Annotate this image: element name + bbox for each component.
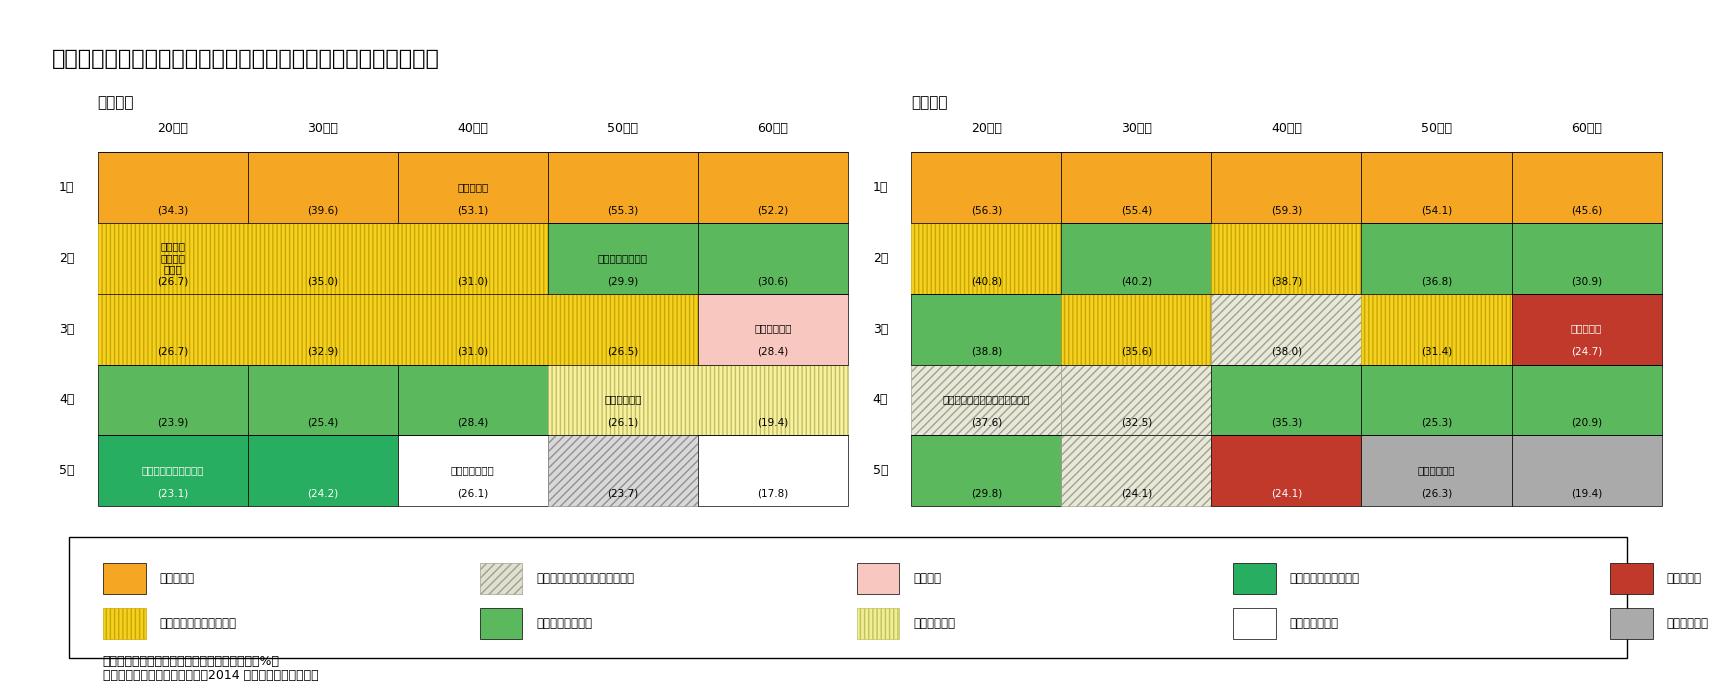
Text: (26.3): (26.3) bbox=[1420, 488, 1453, 498]
Text: 2位: 2位 bbox=[60, 252, 74, 265]
Text: いつも疲れている・体がだるい: いつも疲れている・体がだるい bbox=[942, 394, 1030, 404]
Text: (35.3): (35.3) bbox=[1271, 417, 1302, 428]
Text: (31.4): (31.4) bbox=[1420, 346, 1453, 357]
Text: (55.4): (55.4) bbox=[1120, 205, 1153, 216]
Text: (31.0): (31.0) bbox=[457, 276, 488, 286]
Text: (32.5): (32.5) bbox=[1120, 417, 1153, 428]
Text: 20歳代: 20歳代 bbox=[971, 122, 1002, 135]
Text: 4位: 4位 bbox=[60, 394, 74, 406]
Text: (40.8): (40.8) bbox=[971, 276, 1002, 286]
Text: (29.9): (29.9) bbox=[606, 276, 639, 286]
Text: 太りやすい: 太りやすい bbox=[1667, 572, 1701, 585]
Text: (35.6): (35.6) bbox=[1120, 346, 1153, 357]
Text: (26.7): (26.7) bbox=[158, 276, 188, 286]
Text: (17.8): (17.8) bbox=[757, 488, 788, 498]
Text: (37.6): (37.6) bbox=[971, 417, 1002, 428]
Text: （資料）ニッセイ基礎研究所「2014 年健康に関する調査」: （資料）ニッセイ基礎研究所「2014 年健康に関する調査」 bbox=[103, 669, 319, 682]
Text: 体力に自信がない: 体力に自信がない bbox=[536, 617, 593, 630]
Text: (56.3): (56.3) bbox=[971, 205, 1002, 216]
Text: (24.1): (24.1) bbox=[1120, 488, 1153, 498]
Text: 飲酒する: 飲酒する bbox=[913, 572, 940, 585]
Text: 運動不足だ: 運動不足だ bbox=[457, 182, 488, 192]
Text: 50歳代: 50歳代 bbox=[1422, 122, 1453, 135]
Text: (26.1): (26.1) bbox=[457, 488, 488, 498]
Text: ストレス
がたまっ
ている: ストレス がたまっ ている bbox=[161, 241, 185, 274]
Text: (24.1): (24.1) bbox=[1271, 488, 1302, 498]
Text: (25.3): (25.3) bbox=[1420, 417, 1453, 428]
Text: 【男性】: 【男性】 bbox=[98, 96, 134, 110]
Text: (19.4): (19.4) bbox=[757, 417, 788, 428]
Text: 60歳代: 60歳代 bbox=[757, 122, 788, 135]
Text: 1位: 1位 bbox=[874, 182, 887, 194]
Text: (28.4): (28.4) bbox=[457, 417, 488, 428]
Text: (35.0): (35.0) bbox=[307, 276, 337, 286]
Text: (20.9): (20.9) bbox=[1571, 417, 1602, 428]
Text: (38.0): (38.0) bbox=[1271, 346, 1302, 357]
Text: 40歳代: 40歳代 bbox=[457, 122, 488, 135]
Text: 1位: 1位 bbox=[60, 182, 74, 194]
Text: 5位: 5位 bbox=[872, 464, 889, 477]
Text: ストレスがたまっている: ストレスがたまっている bbox=[159, 617, 236, 630]
Text: (38.8): (38.8) bbox=[971, 346, 1002, 357]
Text: 睡眠時間が短い: 睡眠時間が短い bbox=[1290, 617, 1340, 630]
Text: (23.1): (23.1) bbox=[158, 488, 188, 498]
Text: (23.9): (23.9) bbox=[158, 417, 188, 428]
Text: 寝つき・目覚めが悪い: 寝つき・目覚めが悪い bbox=[1290, 572, 1360, 585]
Text: 2位: 2位 bbox=[874, 252, 887, 265]
Text: タバコをすう: タバコをすう bbox=[913, 617, 956, 630]
Text: (45.6): (45.6) bbox=[1571, 205, 1602, 216]
Text: 4位: 4位 bbox=[874, 394, 887, 406]
Text: 60歳代: 60歳代 bbox=[1571, 122, 1602, 135]
Text: (30.9): (30.9) bbox=[1571, 276, 1602, 286]
Text: (24.7): (24.7) bbox=[1571, 346, 1602, 357]
Text: (36.8): (36.8) bbox=[1420, 276, 1453, 286]
Text: (54.1): (54.1) bbox=[1420, 205, 1453, 216]
Text: 【女性】: 【女性】 bbox=[911, 96, 947, 110]
Text: (29.8): (29.8) bbox=[971, 488, 1002, 498]
Text: 体力に自信がない: 体力に自信がない bbox=[598, 253, 648, 263]
Text: (26.7): (26.7) bbox=[158, 346, 188, 357]
Text: (38.7): (38.7) bbox=[1271, 276, 1302, 286]
Text: (55.3): (55.3) bbox=[606, 205, 639, 216]
Text: 図表１　日ごろの体調や生活習慣に関して課題と感じていること: 図表１ 日ごろの体調や生活習慣に関して課題と感じていること bbox=[51, 49, 439, 69]
Text: (19.4): (19.4) bbox=[1571, 488, 1602, 498]
Text: (30.6): (30.6) bbox=[757, 276, 788, 286]
Text: 5位: 5位 bbox=[58, 464, 75, 477]
Text: 運動が嫌いだ: 運動が嫌いだ bbox=[1418, 465, 1456, 475]
Text: 太りやすい: 太りやすい bbox=[1571, 324, 1602, 333]
Text: (25.4): (25.4) bbox=[307, 417, 339, 428]
Text: 毎日飲酒する: 毎日飲酒する bbox=[754, 324, 791, 333]
Text: (31.0): (31.0) bbox=[457, 346, 488, 357]
Text: (53.1): (53.1) bbox=[457, 205, 488, 216]
Text: (26.1): (26.1) bbox=[606, 417, 639, 428]
Text: 40歳代: 40歳代 bbox=[1271, 122, 1302, 135]
Text: (39.6): (39.6) bbox=[307, 205, 339, 216]
Text: (23.7): (23.7) bbox=[606, 488, 639, 498]
Text: (40.2): (40.2) bbox=[1120, 276, 1151, 286]
Text: (59.3): (59.3) bbox=[1271, 205, 1302, 216]
Text: 睡眠時間が短い: 睡眠時間が短い bbox=[451, 465, 495, 475]
Text: 3位: 3位 bbox=[60, 323, 74, 335]
Text: 3位: 3位 bbox=[874, 323, 887, 335]
Text: (24.2): (24.2) bbox=[307, 488, 339, 498]
Text: (28.4): (28.4) bbox=[757, 346, 788, 357]
Text: (26.5): (26.5) bbox=[606, 346, 639, 357]
Text: 30歳代: 30歳代 bbox=[307, 122, 337, 135]
Text: 運動不足だ: 運動不足だ bbox=[159, 572, 194, 585]
Text: 50歳代: 50歳代 bbox=[608, 122, 639, 135]
Text: タバコをすう: タバコをすう bbox=[605, 394, 642, 404]
Text: いつも疲れている・体がだるい: いつも疲れている・体がだるい bbox=[536, 572, 634, 585]
Text: 30歳代: 30歳代 bbox=[1120, 122, 1151, 135]
Text: (34.3): (34.3) bbox=[158, 205, 188, 216]
Text: (52.2): (52.2) bbox=[757, 205, 788, 216]
Text: 寝つき・目覚めが悪い: 寝つき・目覚めが悪い bbox=[142, 465, 204, 475]
Text: 運動が嫌いだ: 運動が嫌いだ bbox=[1667, 617, 1710, 630]
Text: （注）（）内の数字は課題と感じている割合（%）: （注）（）内の数字は課題と感じている割合（%） bbox=[103, 656, 279, 668]
Text: 20歳代: 20歳代 bbox=[158, 122, 188, 135]
Text: (32.9): (32.9) bbox=[307, 346, 339, 357]
